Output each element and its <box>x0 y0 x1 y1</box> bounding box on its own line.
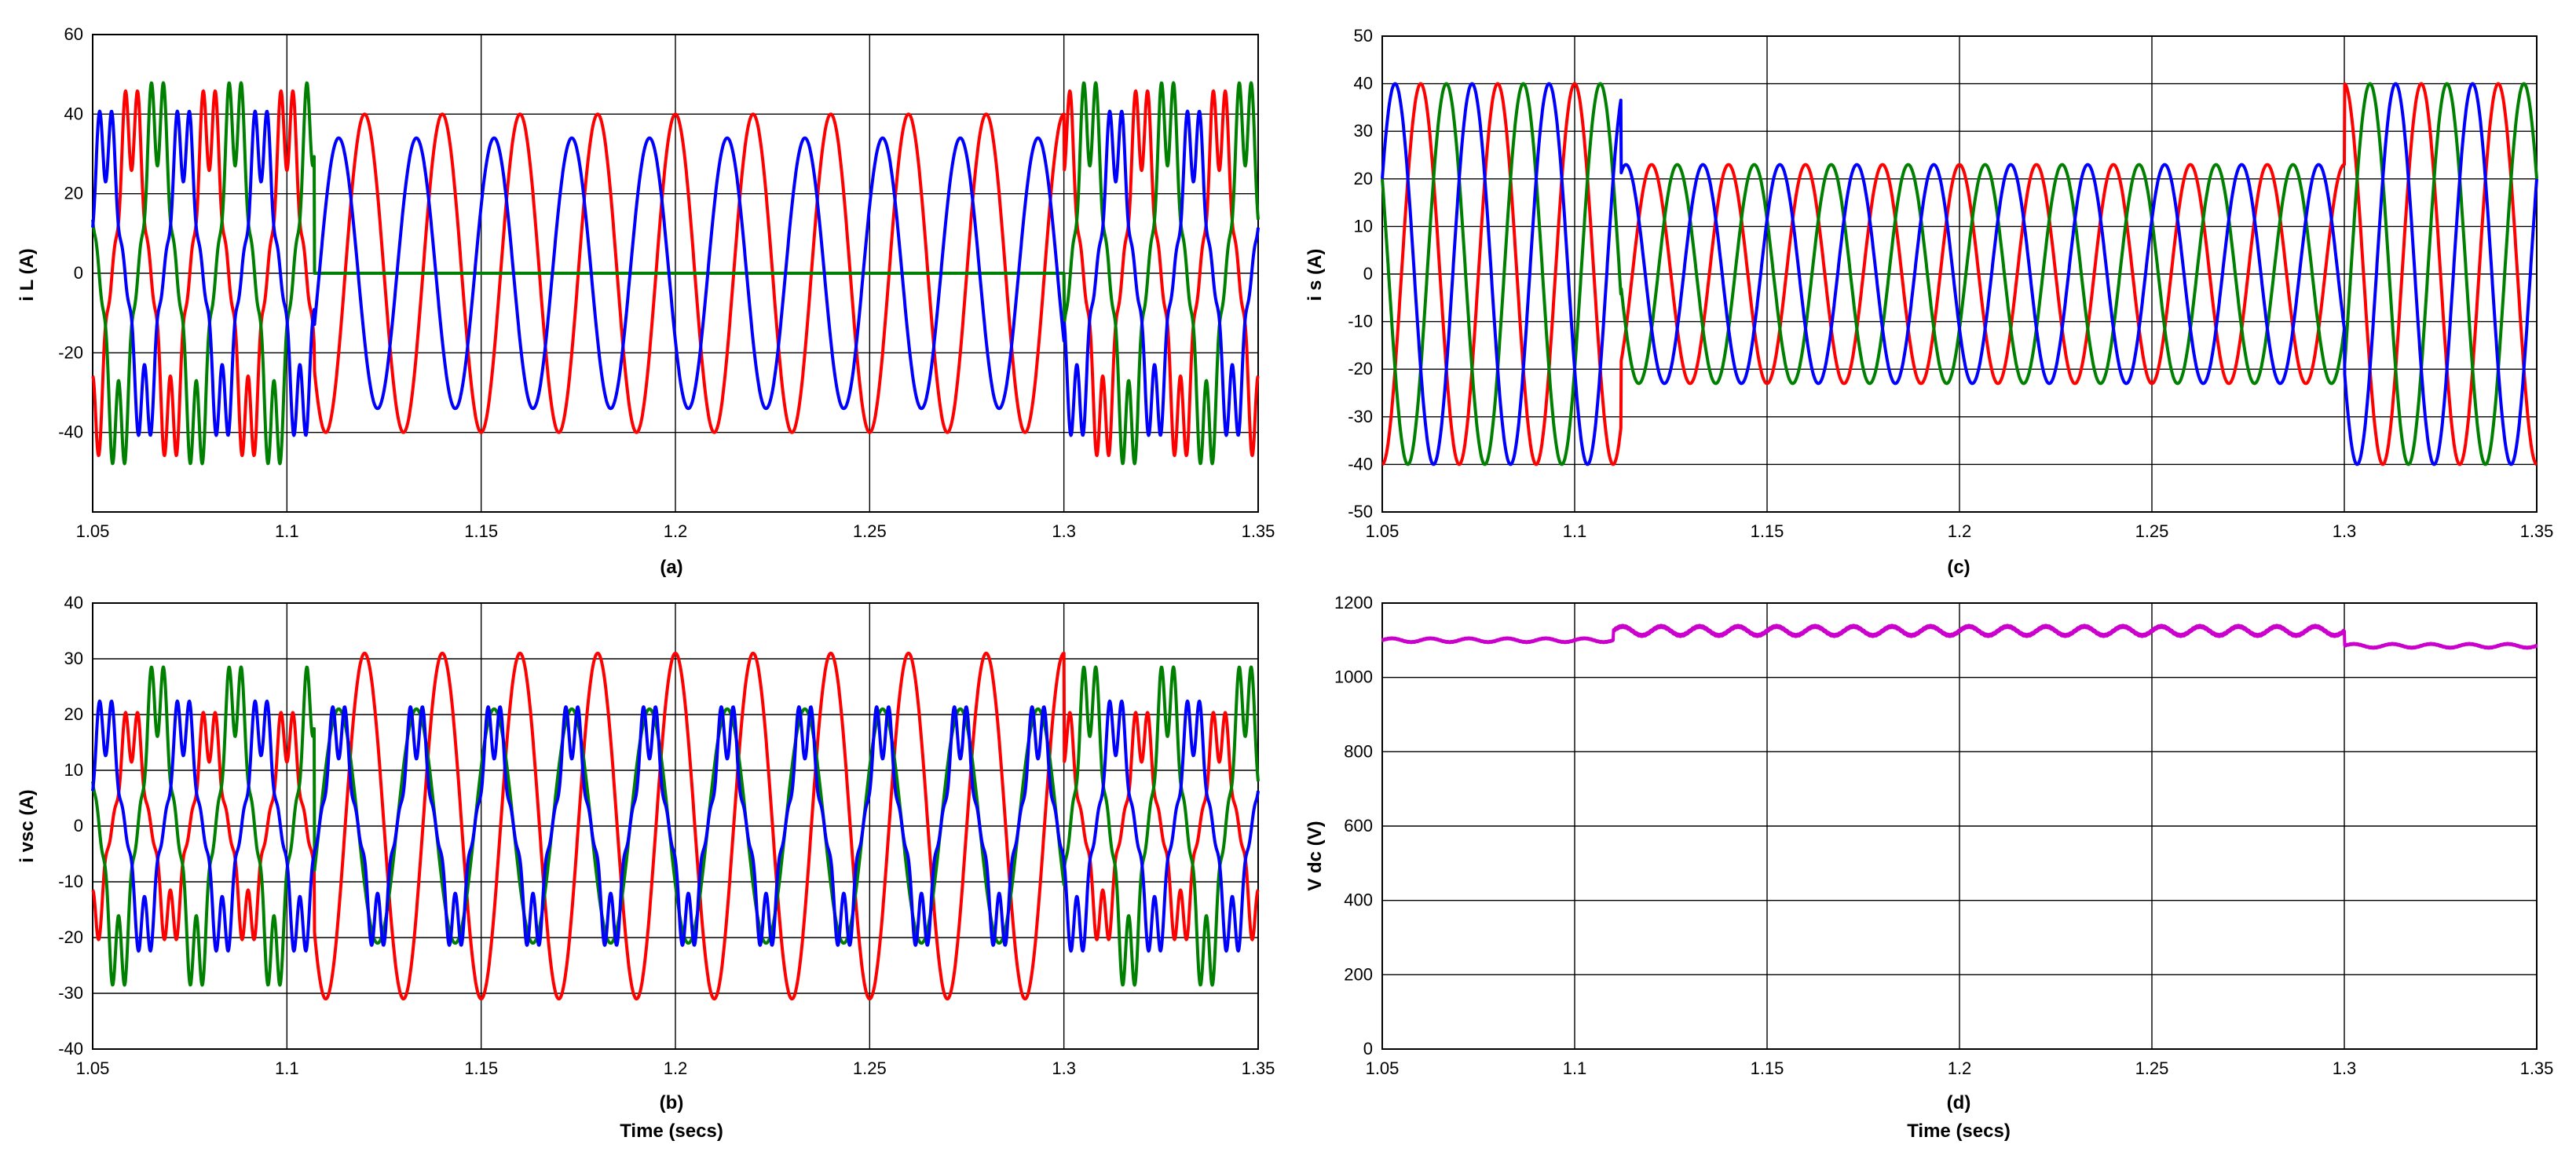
x-tick-label: 1.1 <box>275 521 299 541</box>
y-tick-label: 0 <box>74 816 83 835</box>
series-line-1 <box>1381 623 2538 650</box>
y-tick-label: 50 <box>1354 26 1373 46</box>
x-tick-label: 1.25 <box>2135 1058 2169 1078</box>
x-tick-label: 1.05 <box>76 521 110 541</box>
y-tick-label: -20 <box>1348 359 1373 378</box>
y-tick-label: 40 <box>1354 74 1373 93</box>
plot-frame <box>1381 35 2538 513</box>
y-tick-label: 10 <box>1354 216 1373 236</box>
y-tick-label: 1000 <box>1334 667 1373 687</box>
y-tick-label: 30 <box>64 649 83 668</box>
x-tick-label: 1.3 <box>2333 1058 2357 1078</box>
y-tick-label: 800 <box>1344 741 1373 761</box>
x-tick-label: 1.35 <box>1242 521 1275 541</box>
y-tick-label: 400 <box>1344 890 1373 910</box>
x-tick-label: 1.35 <box>1242 1058 1275 1078</box>
x-tick-label: 1.25 <box>853 1058 887 1078</box>
y-tick-label: -20 <box>58 927 83 947</box>
x-tick-label: 1.2 <box>1948 521 1972 541</box>
y-tick-label: 200 <box>1344 964 1373 984</box>
y-tick-label: -40 <box>58 1039 83 1058</box>
plot-frame <box>92 34 1259 513</box>
series-line-3 <box>1381 82 2538 466</box>
y-tick-label: 20 <box>1354 169 1373 188</box>
series-line-1 <box>1381 82 2538 466</box>
y-tick-label: 40 <box>64 104 83 123</box>
x-tick-label: 1.1 <box>1563 1058 1587 1078</box>
chart-panel-b: (b) Time (secs) i vsc (A) 1.05 1.1 1.15 1.2… <box>16 593 1275 1142</box>
x-tick-label: 1.1 <box>275 1058 299 1078</box>
plot-frame <box>92 602 1259 1050</box>
x-tick-label: 1.05 <box>1366 1058 1400 1078</box>
x-tick-label: 1.15 <box>464 521 498 541</box>
y-tick-label: -30 <box>1348 407 1373 426</box>
plot-frame <box>1381 602 2538 1050</box>
y-tick-label: 10 <box>64 760 83 780</box>
x-tick-label: 1.2 <box>664 521 688 541</box>
y-tick-label: -40 <box>1348 454 1373 473</box>
series-line-1 <box>91 651 1260 1001</box>
x-tick-label: 1.3 <box>1052 1058 1076 1078</box>
series-line-1 <box>91 89 1260 458</box>
y-tick-label: 20 <box>64 704 83 724</box>
caption-c: (c) <box>1947 557 1970 578</box>
chart-panel-c: (c) i s (A) 1.05 1.1 1.15 1.2 1.25 1.3 1.35 -50… <box>1304 26 2553 578</box>
caption-d: (d) <box>1947 1092 1971 1113</box>
x-tick-label: 1.05 <box>76 1058 110 1078</box>
x-tick-label: 1.2 <box>664 1058 688 1078</box>
x-tick-label: 1.2 <box>1948 1058 1972 1078</box>
y-tick-label: 20 <box>64 184 83 203</box>
y-tick-label: -50 <box>1348 502 1373 521</box>
x-tick-label: 1.35 <box>2520 1058 2554 1078</box>
chart-panel-d: (d) Time (secs) V dc (V) 1.05 1.1 1.15 1.2 1… <box>1304 593 2553 1142</box>
y-tick-label: 0 <box>74 263 83 283</box>
series-line-3 <box>91 699 1260 953</box>
ylabel-d: V dc (V) <box>1304 821 1326 890</box>
caption-b: (b) <box>660 1092 684 1113</box>
series-line-3 <box>91 109 1260 437</box>
y-tick-label: 1200 <box>1334 593 1373 612</box>
x-tick-label: 1.1 <box>1563 521 1587 541</box>
y-tick-label: 0 <box>1363 264 1373 283</box>
x-tick-label: 1.3 <box>1052 521 1076 541</box>
y-tick-label: -10 <box>58 872 83 891</box>
x-tick-label: 1.05 <box>1366 521 1400 541</box>
y-tick-label: 30 <box>1354 121 1373 141</box>
x-tick-label: 1.25 <box>2135 521 2169 541</box>
y-tick-label: 60 <box>64 24 83 44</box>
caption-a: (a) <box>660 557 682 578</box>
xlabel-d: Time (secs) <box>1907 1121 2011 1142</box>
ylabel-a: i L (A) <box>16 248 38 302</box>
x-tick-label: 1.25 <box>853 521 887 541</box>
xlabel-b: Time (secs) <box>620 1121 723 1142</box>
x-tick-label: 1.15 <box>464 1058 498 1078</box>
x-tick-label: 1.3 <box>2333 521 2357 541</box>
chart-panel-a: (a) i L (A) 1.05 1.1 1.15 1.2 1.25 1.3 1.35 -40… <box>16 24 1275 578</box>
y-tick-label: 0 <box>1363 1039 1373 1058</box>
y-tick-label: -30 <box>58 983 83 1003</box>
y-tick-label: -20 <box>58 342 83 362</box>
ylabel-c: i s (A) <box>1304 249 1326 302</box>
x-tick-label: 1.15 <box>1751 1058 1784 1078</box>
y-tick-label: 600 <box>1344 816 1373 835</box>
y-tick-label: -10 <box>1348 312 1373 331</box>
y-tick-label: 40 <box>64 593 83 612</box>
ylabel-b: i vsc (A) <box>16 789 38 862</box>
x-tick-label: 1.35 <box>2520 521 2554 541</box>
y-tick-label: -40 <box>58 422 83 442</box>
x-tick-label: 1.15 <box>1751 521 1784 541</box>
